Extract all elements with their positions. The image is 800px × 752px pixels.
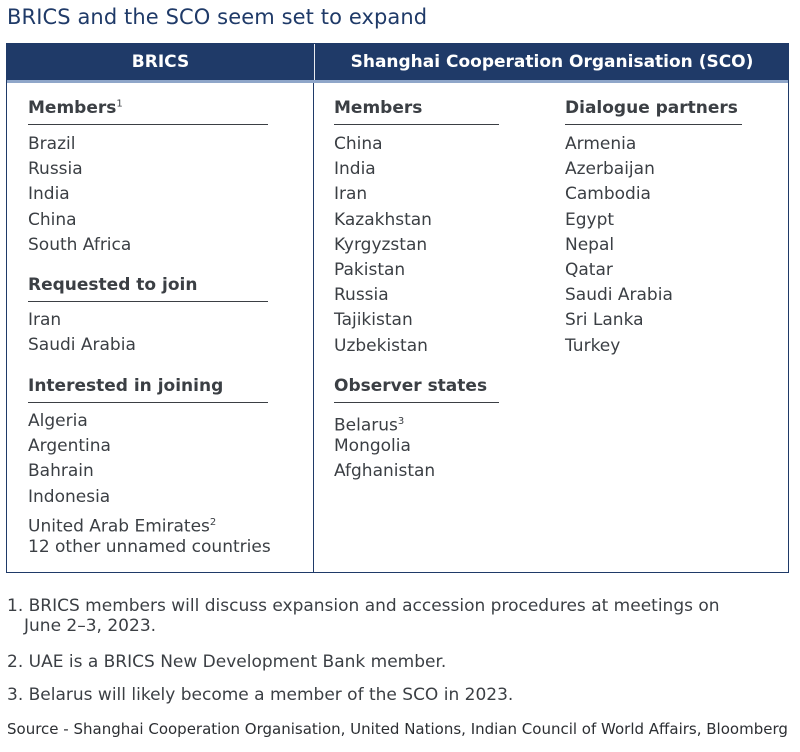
list-item: Pakistan	[334, 259, 406, 280]
belarus-text: Belarus	[334, 415, 398, 436]
brics-members-list: Brazil Russia India China South Africa	[28, 132, 131, 258]
column-divider	[313, 83, 314, 573]
list-item: Cambodia	[565, 184, 651, 205]
list-item: Uzbekistan	[334, 335, 428, 356]
table-header: BRICS Shanghai Cooperation Organisation …	[7, 44, 788, 83]
list-item: Afghanistan	[334, 461, 436, 482]
list-item: Brazil	[28, 134, 76, 154]
list-item: Egypt	[565, 209, 615, 230]
footnote-ref-3: 3	[397, 416, 405, 427]
uae-text: United Arab Emirates	[28, 516, 210, 537]
comparison-table: BRICS Shanghai Cooperation Organisation …	[6, 43, 789, 573]
list-item: India	[334, 159, 376, 180]
list-item: Sri Lanka	[565, 310, 644, 331]
observer-states-heading: Observer states	[334, 376, 499, 403]
footnote-1-line2: June 2–3, 2023.	[24, 616, 157, 636]
list-item: Nepal	[565, 234, 615, 255]
sco-members-list: China India Iran Kazakhstan Kyrgyzstan P…	[334, 132, 432, 359]
list-item: Russia	[28, 159, 83, 180]
list-item: Armenia	[565, 134, 637, 154]
footnote-3: 3. Belarus will likely become a member o…	[7, 685, 514, 705]
list-item: Saudi Arabia	[565, 285, 673, 306]
list-item: Tajikistan	[334, 310, 413, 331]
page-title: BRICS and the SCO seem set to expand	[7, 5, 428, 29]
list-item: 12 other unnamed countries	[28, 536, 271, 557]
list-item: Azerbaijan	[565, 159, 655, 180]
brics-column-header: BRICS	[131, 52, 190, 72]
footnote-2: 2. UAE is a BRICS New Development Bank m…	[7, 652, 447, 672]
list-item: Kyrgyzstan	[334, 234, 428, 255]
sco-members-heading: Members	[334, 98, 499, 125]
list-item: Saudi Arabia	[28, 335, 136, 356]
footnote-ref-2: 2	[209, 516, 217, 528]
list-item: Iran	[334, 184, 368, 205]
list-item: Turkey	[565, 335, 621, 356]
footnote-1: 1. BRICS members will discuss expansion …	[7, 596, 720, 636]
list-item: China	[28, 209, 77, 230]
list-item: Algeria	[28, 411, 88, 431]
interested-heading: Interested in joining	[28, 376, 268, 403]
observer-states-list: Belarus3 Mongolia Afghanistan	[334, 409, 435, 485]
source-line: Source - Shanghai Cooperation Organisati…	[7, 720, 788, 738]
requested-heading: Requested to join	[28, 275, 268, 302]
sco-column-header: Shanghai Cooperation Organisation (SCO)	[350, 52, 754, 72]
list-item: India	[28, 184, 70, 205]
brics-members-heading: Members1	[28, 98, 268, 125]
requested-list: Iran Saudi Arabia	[28, 308, 136, 358]
list-item: China	[334, 134, 383, 154]
list-item: Belarus3	[334, 409, 435, 436]
list-item: Kazakhstan	[334, 209, 432, 230]
list-item: Bahrain	[28, 461, 94, 482]
dialogue-partners-heading: Dialogue partners	[565, 98, 742, 125]
list-item: Mongolia	[334, 436, 411, 457]
footnote-ref-1: 1	[116, 98, 123, 110]
footnote-1-line1: 1. BRICS members will discuss expansion …	[7, 596, 720, 616]
list-item: South Africa	[28, 234, 132, 255]
brics-members-heading-text: Members	[28, 98, 117, 118]
list-item: Indonesia	[28, 486, 111, 507]
list-item: Qatar	[565, 259, 613, 280]
dialogue-partners-list: Armenia Azerbaijan Cambodia Egypt Nepal …	[565, 132, 673, 359]
list-item: Iran	[28, 310, 62, 330]
list-item: Argentina	[28, 436, 111, 457]
list-item: United Arab Emirates2	[28, 510, 271, 537]
interested-list: Algeria Argentina Bahrain Indonesia Unit…	[28, 409, 271, 560]
header-divider	[314, 44, 315, 80]
list-item: Russia	[334, 285, 389, 306]
